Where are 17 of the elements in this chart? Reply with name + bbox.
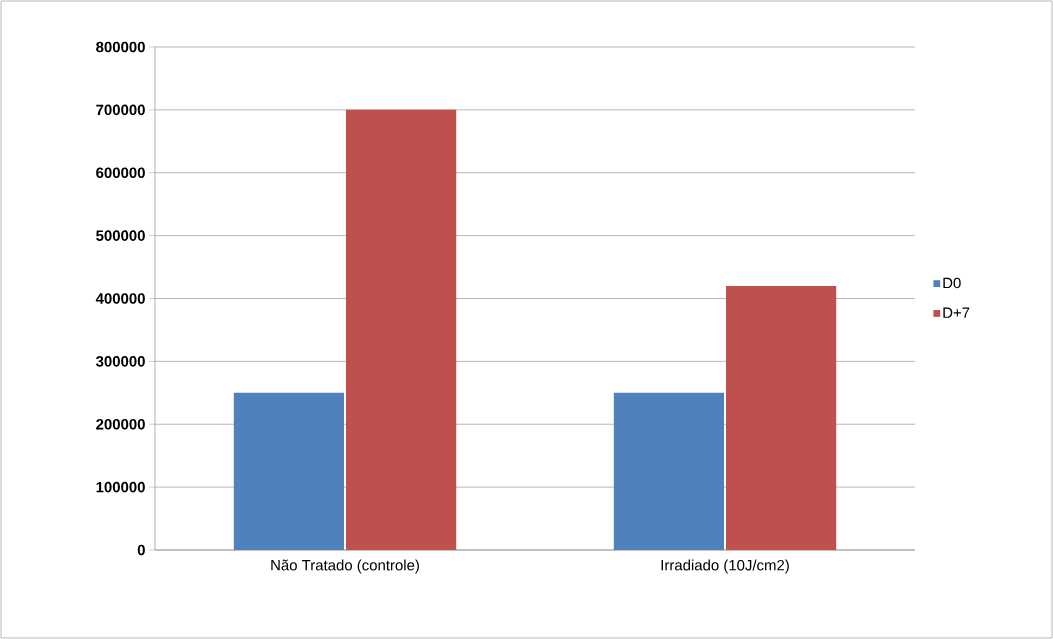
- legend-label: D0: [943, 277, 961, 289]
- bar: [726, 285, 837, 550]
- bar: [613, 392, 725, 550]
- y-tick-label: 800000: [96, 41, 145, 53]
- y-tick-label: 200000: [96, 418, 145, 430]
- y-tick-label: 300000: [95, 356, 145, 367]
- y-tick-label: 400000: [95, 293, 145, 304]
- y-tick-label: 100000: [96, 481, 145, 493]
- x-tick-label: Não Tratado (controle): [271, 559, 419, 574]
- y-tick-label: 500000: [96, 230, 145, 241]
- x-tick-label: Irradiado (10J/cm2): [661, 559, 789, 574]
- bar: [233, 392, 345, 550]
- legend-label: D+7: [943, 307, 970, 318]
- y-tick-label: 600000: [96, 167, 145, 179]
- y-tick-label: 700000: [96, 104, 145, 116]
- y-tick-label: 0: [137, 544, 145, 556]
- bar: [346, 109, 457, 550]
